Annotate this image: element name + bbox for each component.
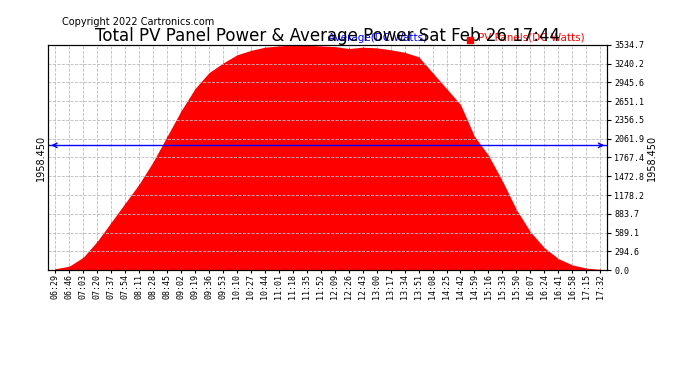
Text: Copyright 2022 Cartronics.com: Copyright 2022 Cartronics.com [62, 17, 215, 27]
Text: PV Panels(DC Watts): PV Panels(DC Watts) [477, 33, 584, 43]
Text: Average(DC Watts): Average(DC Watts) [328, 33, 427, 43]
Y-axis label: 1958.450: 1958.450 [647, 135, 657, 181]
Title: Total PV Panel Power & Average Power Sat Feb 26 17:44: Total PV Panel Power & Average Power Sat… [95, 27, 560, 45]
Y-axis label: 1958.450: 1958.450 [35, 135, 46, 181]
